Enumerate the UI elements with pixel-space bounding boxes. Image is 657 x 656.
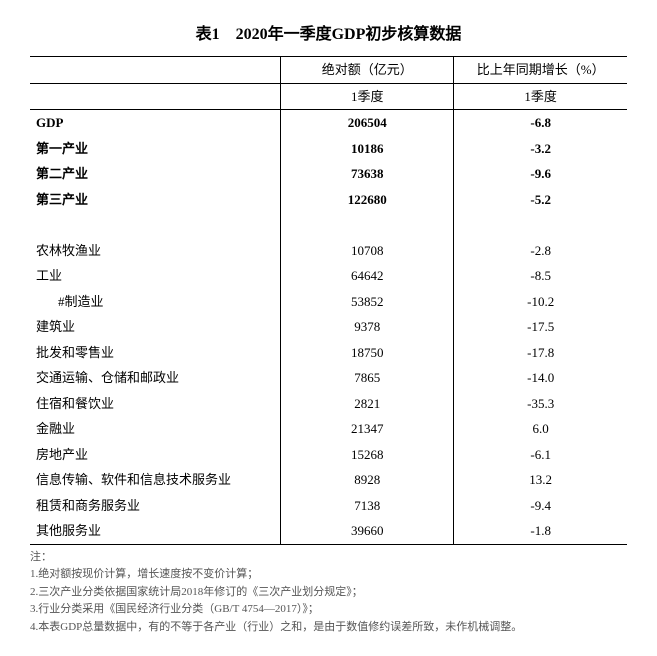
row-label: 租赁和商务服务业 (30, 493, 281, 519)
row-growth-value: -35.3 (454, 391, 627, 417)
detail-row: 金融业213476.0 (30, 416, 627, 442)
row-label: 第三产业 (30, 187, 281, 213)
detail-row: 住宿和餐饮业2821-35.3 (30, 391, 627, 417)
row-growth-value: -10.2 (454, 289, 627, 315)
table-title: 表1 2020年一季度GDP初步核算数据 (30, 20, 627, 44)
row-growth-value: 6.0 (454, 416, 627, 442)
detail-row: 租赁和商务服务业7138-9.4 (30, 493, 627, 519)
row-growth-value: -6.1 (454, 442, 627, 468)
row-label: 其他服务业 (30, 518, 281, 544)
row-abs-value: 9378 (281, 314, 454, 340)
row-growth-value: 13.2 (454, 467, 627, 493)
row-growth-value: -17.5 (454, 314, 627, 340)
detail-row: 信息传输、软件和信息技术服务业892813.2 (30, 467, 627, 493)
note-item: 1.绝对额按现价计算，增长速度按不变价计算； (30, 566, 627, 584)
row-abs-value: 73638 (281, 161, 454, 187)
detail-row: 房地产业15268-6.1 (30, 442, 627, 468)
row-abs-value: 7865 (281, 365, 454, 391)
note-item: 3.行业分类采用《国民经济行业分类（GB/T 4754—2017）》； (30, 601, 627, 619)
row-growth-value: -9.6 (454, 161, 627, 187)
row-abs-value: 206504 (281, 110, 454, 136)
row-label: 房地产业 (30, 442, 281, 468)
summary-row: 第三产业122680-5.2 (30, 187, 627, 213)
row-abs-value: 21347 (281, 416, 454, 442)
gdp-table: 绝对额（亿元） 比上年同期增长（%） 1季度 1季度 GDP206504-6.8… (30, 56, 627, 545)
subheader-col-growth: 1季度 (454, 83, 627, 110)
row-label: GDP (30, 110, 281, 136)
notes-section: 注： 1.绝对额按现价计算，增长速度按不变价计算；2.三次产业分类依据国家统计局… (30, 549, 627, 637)
row-label: 农林牧渔业 (30, 238, 281, 264)
row-growth-value: -3.2 (454, 136, 627, 162)
row-label: 批发和零售业 (30, 340, 281, 366)
row-growth-value: -6.8 (454, 110, 627, 136)
detail-row: 其他服务业39660-1.8 (30, 518, 627, 544)
row-label: 第一产业 (30, 136, 281, 162)
detail-row: 批发和零售业18750-17.8 (30, 340, 627, 366)
spacer-row (30, 212, 627, 238)
detail-row: 农林牧渔业10708-2.8 (30, 238, 627, 264)
row-growth-value: -2.8 (454, 238, 627, 264)
row-abs-value: 64642 (281, 263, 454, 289)
row-abs-value: 122680 (281, 187, 454, 213)
notes-heading: 注： (30, 549, 627, 567)
detail-row: 建筑业9378-17.5 (30, 314, 627, 340)
summary-row: 第一产业10186-3.2 (30, 136, 627, 162)
summary-row: GDP206504-6.8 (30, 110, 627, 136)
header-row-2: 1季度 1季度 (30, 83, 627, 110)
row-label: 工业 (30, 263, 281, 289)
note-item: 2.三次产业分类依据国家统计局2018年修订的《三次产业划分规定》； (30, 584, 627, 602)
row-label: #制造业 (30, 289, 281, 315)
row-label: 金融业 (30, 416, 281, 442)
row-growth-value: -5.2 (454, 187, 627, 213)
summary-row: 第二产业73638-9.6 (30, 161, 627, 187)
row-label: 第二产业 (30, 161, 281, 187)
row-abs-value: 15268 (281, 442, 454, 468)
row-abs-value: 2821 (281, 391, 454, 417)
subheader-col-abs: 1季度 (281, 83, 454, 110)
header-row-1: 绝对额（亿元） 比上年同期增长（%） (30, 57, 627, 84)
detail-row: 交通运输、仓储和邮政业7865-14.0 (30, 365, 627, 391)
row-growth-value: -1.8 (454, 518, 627, 544)
detail-row: 工业64642-8.5 (30, 263, 627, 289)
row-label: 交通运输、仓储和邮政业 (30, 365, 281, 391)
row-abs-value: 8928 (281, 467, 454, 493)
detail-row: #制造业53852-10.2 (30, 289, 627, 315)
row-growth-value: -8.5 (454, 263, 627, 289)
row-abs-value: 7138 (281, 493, 454, 519)
row-growth-value: -14.0 (454, 365, 627, 391)
header-col-growth: 比上年同期增长（%） (454, 57, 627, 84)
row-growth-value: -9.4 (454, 493, 627, 519)
row-abs-value: 39660 (281, 518, 454, 544)
row-label: 住宿和餐饮业 (30, 391, 281, 417)
row-abs-value: 10186 (281, 136, 454, 162)
row-label: 建筑业 (30, 314, 281, 340)
row-abs-value: 10708 (281, 238, 454, 264)
header-col-abs: 绝对额（亿元） (281, 57, 454, 84)
row-label: 信息传输、软件和信息技术服务业 (30, 467, 281, 493)
note-item: 4.本表GDP总量数据中，有的不等于各产业（行业）之和，是由于数值修约误差所致，… (30, 619, 627, 637)
row-growth-value: -17.8 (454, 340, 627, 366)
row-abs-value: 53852 (281, 289, 454, 315)
row-abs-value: 18750 (281, 340, 454, 366)
